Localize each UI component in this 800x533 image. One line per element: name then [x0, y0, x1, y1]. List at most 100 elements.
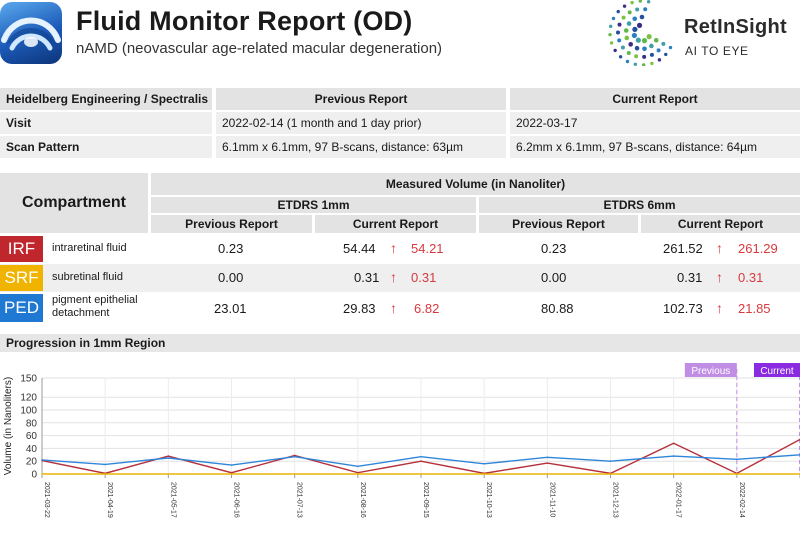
chart-x-tick-label: 2021-05-17: [169, 482, 176, 518]
logo-dot: [664, 52, 668, 57]
logo-dot: [626, 21, 632, 26]
chart-x-tick-label: 2021-06-16: [233, 482, 240, 518]
chart-y-tick-label: 40: [26, 444, 38, 455]
chart-point-ped: [167, 457, 170, 459]
irf-e6-current: 261.52: [663, 241, 703, 256]
chart-point-ped: [357, 465, 359, 468]
logo-dot: [618, 55, 623, 59]
chart-point-srf: [41, 473, 43, 475]
chart-y-tick-label: 20: [26, 457, 38, 468]
chart-x-tick-label: 2022-02-14: [738, 482, 745, 518]
logo-dot: [613, 48, 617, 53]
logo-dot: [632, 26, 638, 32]
irf-e1-delta: 54.21: [411, 241, 444, 256]
chart-point-ped: [672, 455, 675, 457]
ped-row: PED pigment epithelial detachment 23.01 …: [0, 293, 800, 322]
ped-e1-up-arrow-icon: ↑: [390, 300, 397, 316]
chart-y-tick-label: 0: [31, 470, 37, 481]
logo-dot: [646, 34, 652, 40]
measured-volume-header: Measured Volume (in Nanoliter): [151, 173, 800, 195]
logo-dots-icon: [608, 0, 673, 67]
logo-dot: [639, 14, 645, 20]
logo-dot: [634, 45, 640, 51]
logo-dot: [621, 15, 626, 20]
page-subtitle: nAMD (neovascular age-related macular de…: [76, 40, 443, 57]
app-icon: [0, 2, 62, 64]
logo-dot: [638, 0, 643, 3]
ped-name-line2: detachment: [52, 307, 110, 319]
ped-e6-up-arrow-icon: ↑: [716, 300, 723, 316]
srf-e1-up-arrow-icon: ↑: [390, 269, 397, 285]
ped-name-line1: pigment epithelial: [52, 294, 138, 306]
chart-x-tick-label: 2021-11-10: [548, 482, 555, 517]
chart-point-ped: [546, 456, 549, 459]
chart-marker-label-current: Current: [760, 366, 794, 377]
logo-dot: [617, 22, 622, 27]
visit-label: Visit: [0, 112, 212, 134]
current-report-header: Current Report: [510, 88, 800, 110]
logo-dot: [641, 38, 648, 44]
logo-dot: [623, 28, 629, 33]
srf-row: SRF subretinal fluid 0.00 0.31 ↑ 0.31 0.…: [0, 264, 800, 292]
srf-e6-current: 0.31: [677, 270, 703, 285]
scan-pattern-previous: 6.1mm x 6.1mm, 97 B-scans, distance: 63µ…: [216, 136, 506, 158]
ped-e6-current: 102.73: [663, 301, 703, 316]
logo-dot: [630, 0, 634, 5]
irf-e6-delta: 261.29: [738, 241, 778, 256]
srf-e1-delta: 0.31: [411, 270, 437, 285]
retinsight-logo: RetInSight AI TO EYE: [608, 0, 800, 67]
chart-y-tick-label: 150: [20, 374, 37, 385]
logo-dot: [668, 45, 673, 50]
chart-point-srf: [736, 473, 738, 475]
srf-e6-delta: 0.31: [738, 270, 764, 285]
chart-x-tick-label: 2021-04-19: [106, 482, 113, 518]
logo-dot: [609, 41, 614, 45]
chart-point-srf: [167, 473, 170, 475]
device-label: Heidelberg Engineering / Spectralis: [0, 88, 212, 110]
chart-point-irf: [293, 454, 296, 457]
chart-y-tick-label: 120: [20, 393, 37, 404]
logo-dot: [632, 16, 638, 22]
logo-dot: [635, 7, 640, 12]
chart-point-srf: [420, 473, 422, 475]
srf-e1-previous: 0.00: [218, 270, 244, 285]
chart-point-ped: [609, 460, 612, 462]
logo-dot: [626, 51, 631, 56]
irf-e6-previous: 0.23: [541, 241, 567, 256]
chart-point-srf: [293, 473, 296, 475]
logo-dot: [649, 43, 654, 49]
etdrs1-previous-header: Previous Report: [151, 215, 312, 233]
page-title: Fluid Monitor Report (OD): [76, 6, 413, 36]
eye-icon: [1, 17, 61, 51]
chart-point-ped: [104, 463, 106, 466]
logo-dot: [649, 52, 654, 57]
etdrs1-current-header: Current Report: [315, 215, 476, 233]
logo-dot: [650, 61, 654, 66]
etdrs6-current-header: Current Report: [641, 215, 800, 233]
chart-y-tick-label: 80: [26, 418, 38, 429]
chart-x-tick-label: 2021-09-15: [422, 482, 429, 518]
volume-table: Compartment Measured Volume (in Nanolite…: [0, 173, 800, 322]
scan-pattern-row: Scan Pattern 6.1mm x 6.1mm, 97 B-scans, …: [0, 136, 800, 158]
ped-e1-delta: 6.82: [414, 301, 440, 316]
srf-e6-up-arrow-icon: ↑: [716, 269, 723, 285]
chart-point-irf: [672, 442, 675, 445]
chart-marker-badge-current: [754, 363, 800, 377]
etdrs-1mm-header: ETDRS 1mm: [151, 197, 476, 213]
chart-y-axis-label: Volume (in Nanoliters): [3, 377, 14, 475]
previous-report-header: Previous Report: [216, 88, 506, 110]
chart-y-tick-label: 60: [26, 431, 38, 442]
logo-dot: [653, 37, 659, 43]
chart-y-tick-label: 100: [20, 406, 37, 417]
info-header-row: Heidelberg Engineering / Spectralis Prev…: [0, 88, 800, 110]
scan-pattern-label: Scan Pattern: [0, 136, 212, 158]
etdrs-6mm-header: ETDRS 6mm: [479, 197, 800, 213]
chart-point-irf: [230, 471, 233, 474]
logo-dot: [634, 54, 639, 59]
chart-x-tick-label: 2021-12-13: [612, 482, 619, 518]
logo-dot: [628, 42, 633, 47]
ped-e1-current: 29.83: [343, 301, 376, 316]
chart-point-srf: [609, 473, 612, 475]
logo-dot: [643, 7, 648, 12]
